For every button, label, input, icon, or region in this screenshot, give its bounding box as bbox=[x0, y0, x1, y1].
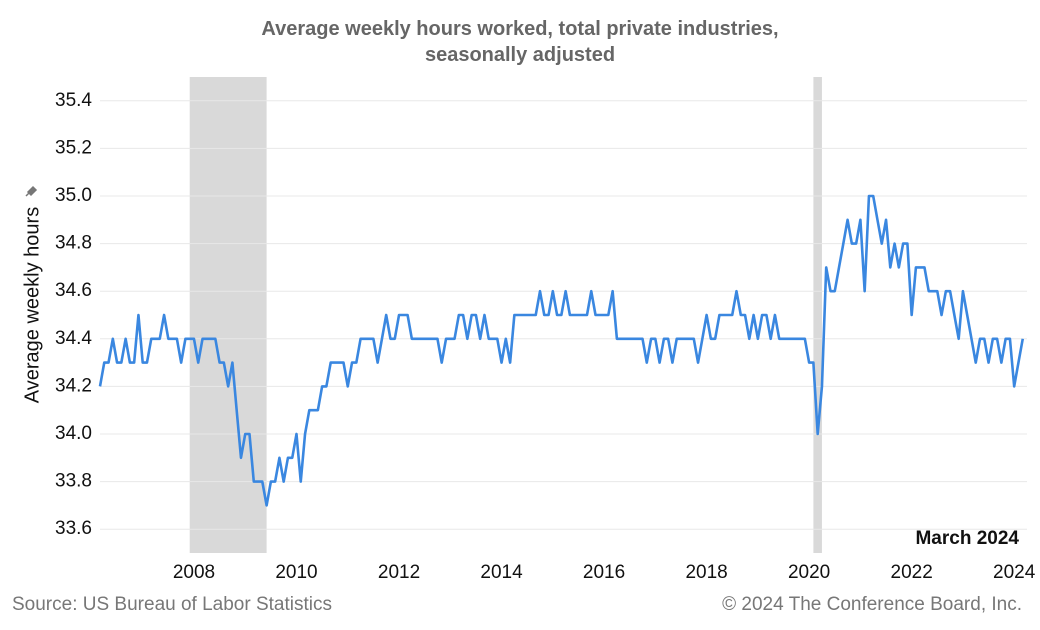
x-tick-label: 2020 bbox=[788, 562, 830, 583]
x-tick-label: 2012 bbox=[378, 562, 420, 583]
x-tick-label: 2008 bbox=[173, 562, 215, 583]
y-tick-label: 34.8 bbox=[55, 233, 92, 254]
y-tick-label: 34.2 bbox=[55, 375, 92, 396]
y-tick-label: 35.4 bbox=[55, 90, 92, 111]
y-tick-label: 35.2 bbox=[55, 137, 92, 158]
title-box: Average weekly hours worked, total priva… bbox=[0, 16, 1040, 68]
plot-layer bbox=[98, 194, 1025, 507]
y-tick-label: 34.4 bbox=[55, 328, 92, 349]
y-tick-label: 33.8 bbox=[55, 471, 92, 492]
copyright: © 2024 The Conference Board, Inc. bbox=[722, 594, 1022, 615]
annotation: March 2024 bbox=[915, 528, 1019, 549]
x-tick-label: 2010 bbox=[275, 562, 317, 583]
y-tick-label: 34.6 bbox=[55, 280, 92, 301]
chart-title: Average weekly hours worked, total priva… bbox=[261, 18, 779, 66]
pin-icon bbox=[25, 185, 38, 197]
x-tick-label: 2024 bbox=[993, 562, 1036, 583]
y-axis-label: Average weekly hours bbox=[21, 207, 43, 403]
y-tick-label: 34.0 bbox=[55, 423, 92, 444]
y-tick-label: 35.0 bbox=[55, 185, 92, 206]
recession-shade bbox=[813, 77, 822, 553]
x-tick-label: 2018 bbox=[685, 562, 727, 583]
grid-layer bbox=[100, 100, 1027, 530]
data-line bbox=[98, 194, 1025, 507]
y-tick-label: 33.6 bbox=[55, 518, 92, 539]
source: Source: US Bureau of Labor Statistics bbox=[12, 594, 332, 615]
x-tick-label: 2022 bbox=[891, 562, 933, 583]
x-tick-label: 2016 bbox=[583, 562, 625, 583]
x-tick-label: 2014 bbox=[480, 562, 523, 583]
